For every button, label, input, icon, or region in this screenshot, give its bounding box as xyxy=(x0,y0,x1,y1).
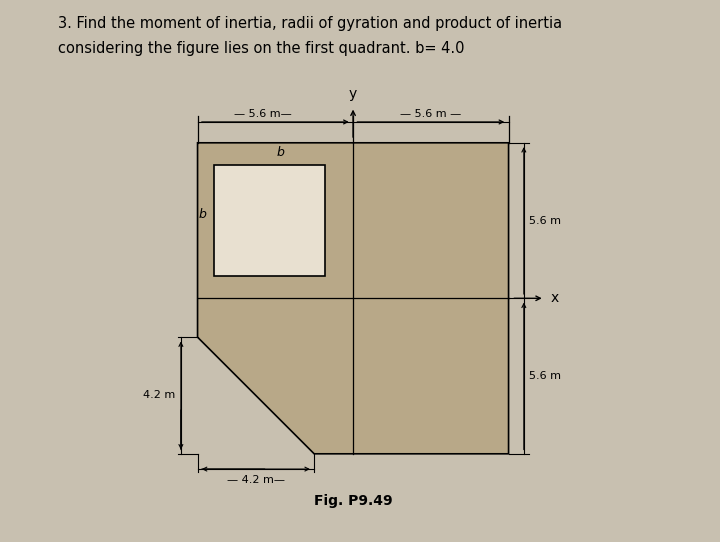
Text: Fig. P9.49: Fig. P9.49 xyxy=(314,494,392,508)
Text: 5.6 m: 5.6 m xyxy=(529,216,562,225)
Text: 4.2 m: 4.2 m xyxy=(143,390,176,401)
Text: 5.6 m: 5.6 m xyxy=(529,371,562,381)
Text: y: y xyxy=(349,87,357,101)
Bar xyxy=(215,165,325,276)
Text: 3. Find the moment of inertia, radii of gyration and product of inertia: 3. Find the moment of inertia, radii of … xyxy=(58,16,562,31)
Text: considering the figure lies on the first quadrant. b= 4.0: considering the figure lies on the first… xyxy=(58,41,464,56)
Text: b: b xyxy=(199,209,207,222)
Text: — 5.6 m—: — 5.6 m— xyxy=(234,108,292,119)
Text: b: b xyxy=(277,146,285,159)
Text: — 4.2 m—: — 4.2 m— xyxy=(227,475,285,485)
Polygon shape xyxy=(197,143,508,454)
Text: — 5.6 m —: — 5.6 m — xyxy=(400,108,462,119)
Text: x: x xyxy=(550,291,559,305)
